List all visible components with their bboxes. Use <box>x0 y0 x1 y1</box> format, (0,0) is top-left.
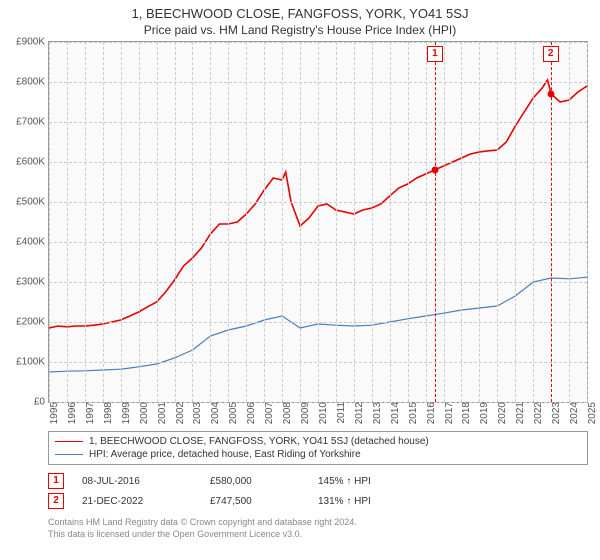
x-axis-tick: 2014 <box>386 402 401 424</box>
chart-subtitle: Price paid vs. HM Land Registry's House … <box>0 21 600 41</box>
legend-item: 1, BEECHWOOD CLOSE, FANGFOSS, YORK, YO41… <box>55 435 581 448</box>
gridline-v <box>479 42 480 402</box>
x-axis-tick: 1996 <box>63 402 78 424</box>
sale-marker-label: 1 <box>427 46 443 62</box>
gridline-v <box>139 42 140 402</box>
x-axis-tick: 2020 <box>493 402 508 424</box>
gridline-v <box>246 42 247 402</box>
y-axis-tick: £700K <box>16 117 49 128</box>
gridline-v <box>354 42 355 402</box>
legend-item: HPI: Average price, detached house, East… <box>55 448 581 461</box>
sale-date: 08-JUL-2016 <box>82 476 192 487</box>
gridline-v <box>408 42 409 402</box>
x-axis-tick: 2013 <box>368 402 383 424</box>
chart-plot-area: £0£100K£200K£300K£400K£500K£600K£700K£80… <box>48 41 588 403</box>
x-axis-tick: 2019 <box>475 402 490 424</box>
x-axis-tick: 2012 <box>350 402 365 424</box>
sale-row: 1 08-JUL-2016 £580,000 145% ↑ HPI <box>48 471 588 491</box>
gridline-v <box>300 42 301 402</box>
legend-swatch <box>55 441 83 442</box>
x-axis-tick: 2000 <box>135 402 150 424</box>
gridline-v <box>192 42 193 402</box>
gridline-v <box>121 42 122 402</box>
x-axis-tick: 2018 <box>457 402 472 424</box>
gridline-v <box>157 42 158 402</box>
attribution-line: Contains HM Land Registry data © Crown c… <box>48 517 588 529</box>
y-axis-tick: £400K <box>16 237 49 248</box>
x-axis-tick: 2022 <box>529 402 544 424</box>
gridline-v <box>264 42 265 402</box>
x-axis-tick: 1997 <box>81 402 96 424</box>
gridline-v <box>461 42 462 402</box>
x-axis-tick: 2024 <box>565 402 580 424</box>
legend-label: 1, BEECHWOOD CLOSE, FANGFOSS, YORK, YO41… <box>89 436 429 447</box>
y-axis-tick: £900K <box>16 37 49 48</box>
sale-marker-line <box>435 42 436 402</box>
sale-row: 2 21-DEC-2022 £747,500 131% ↑ HPI <box>48 491 588 511</box>
x-axis-tick: 2017 <box>440 402 455 424</box>
gridline-v <box>569 42 570 402</box>
x-axis-tick: 2003 <box>188 402 203 424</box>
x-axis-tick: 2010 <box>314 402 329 424</box>
y-axis-tick: £800K <box>16 77 49 88</box>
x-axis-tick: 2016 <box>422 402 437 424</box>
x-axis-tick: 2025 <box>583 402 598 424</box>
gridline-v <box>587 42 588 402</box>
sales-table: 1 08-JUL-2016 £580,000 145% ↑ HPI 2 21-DEC-20… <box>48 471 588 511</box>
x-axis-tick: 2007 <box>260 402 275 424</box>
gridline-v <box>85 42 86 402</box>
gridline-v <box>282 42 283 402</box>
x-axis-tick: 2008 <box>278 402 293 424</box>
gridline-v <box>515 42 516 402</box>
y-axis-tick: £100K <box>16 357 49 368</box>
sale-row-marker: 1 <box>48 473 64 489</box>
gridline-v <box>444 42 445 402</box>
gridline-v <box>103 42 104 402</box>
x-axis-tick: 2021 <box>511 402 526 424</box>
y-axis-tick: £500K <box>16 197 49 208</box>
legend-swatch <box>55 454 83 455</box>
gridline-v <box>210 42 211 402</box>
y-axis-tick: £300K <box>16 277 49 288</box>
sale-row-marker: 2 <box>48 493 64 509</box>
x-axis-tick: 2009 <box>296 402 311 424</box>
sale-marker-dot <box>547 91 554 98</box>
y-axis-tick: £200K <box>16 317 49 328</box>
gridline-v <box>533 42 534 402</box>
x-axis-tick: 2004 <box>206 402 221 424</box>
gridline-v <box>318 42 319 402</box>
chart-title: 1, BEECHWOOD CLOSE, FANGFOSS, YORK, YO41… <box>0 0 600 21</box>
gridline-v <box>497 42 498 402</box>
legend-label: HPI: Average price, detached house, East… <box>89 449 361 460</box>
x-axis-tick: 2002 <box>171 402 186 424</box>
x-axis-tick: 2005 <box>224 402 239 424</box>
gridline-v <box>49 42 50 402</box>
sale-date: 21-DEC-2022 <box>82 496 192 507</box>
gridline-v <box>390 42 391 402</box>
x-axis-tick: 1998 <box>99 402 114 424</box>
sale-marker-label: 2 <box>543 46 559 62</box>
x-axis-tick: 2011 <box>332 402 347 424</box>
sale-price: £747,500 <box>210 496 300 507</box>
x-axis-tick: 2015 <box>404 402 419 424</box>
chart-legend: 1, BEECHWOOD CLOSE, FANGFOSS, YORK, YO41… <box>48 431 588 465</box>
x-axis-tick: 2006 <box>242 402 257 424</box>
sale-price: £580,000 <box>210 476 300 487</box>
gridline-v <box>336 42 337 402</box>
sale-hpi: 131% ↑ HPI <box>318 496 371 507</box>
gridline-v <box>175 42 176 402</box>
sale-hpi: 145% ↑ HPI <box>318 476 371 487</box>
gridline-v <box>67 42 68 402</box>
gridline-v <box>372 42 373 402</box>
x-axis-tick: 1999 <box>117 402 132 424</box>
x-axis-tick: 2001 <box>153 402 168 424</box>
attribution-text: Contains HM Land Registry data © Crown c… <box>48 517 588 540</box>
attribution-line: This data is licensed under the Open Gov… <box>48 529 588 541</box>
sale-marker-dot <box>431 167 438 174</box>
x-axis-tick: 1995 <box>45 402 60 424</box>
y-axis-tick: £600K <box>16 157 49 168</box>
x-axis-tick: 2023 <box>547 402 562 424</box>
gridline-v <box>426 42 427 402</box>
gridline-v <box>228 42 229 402</box>
